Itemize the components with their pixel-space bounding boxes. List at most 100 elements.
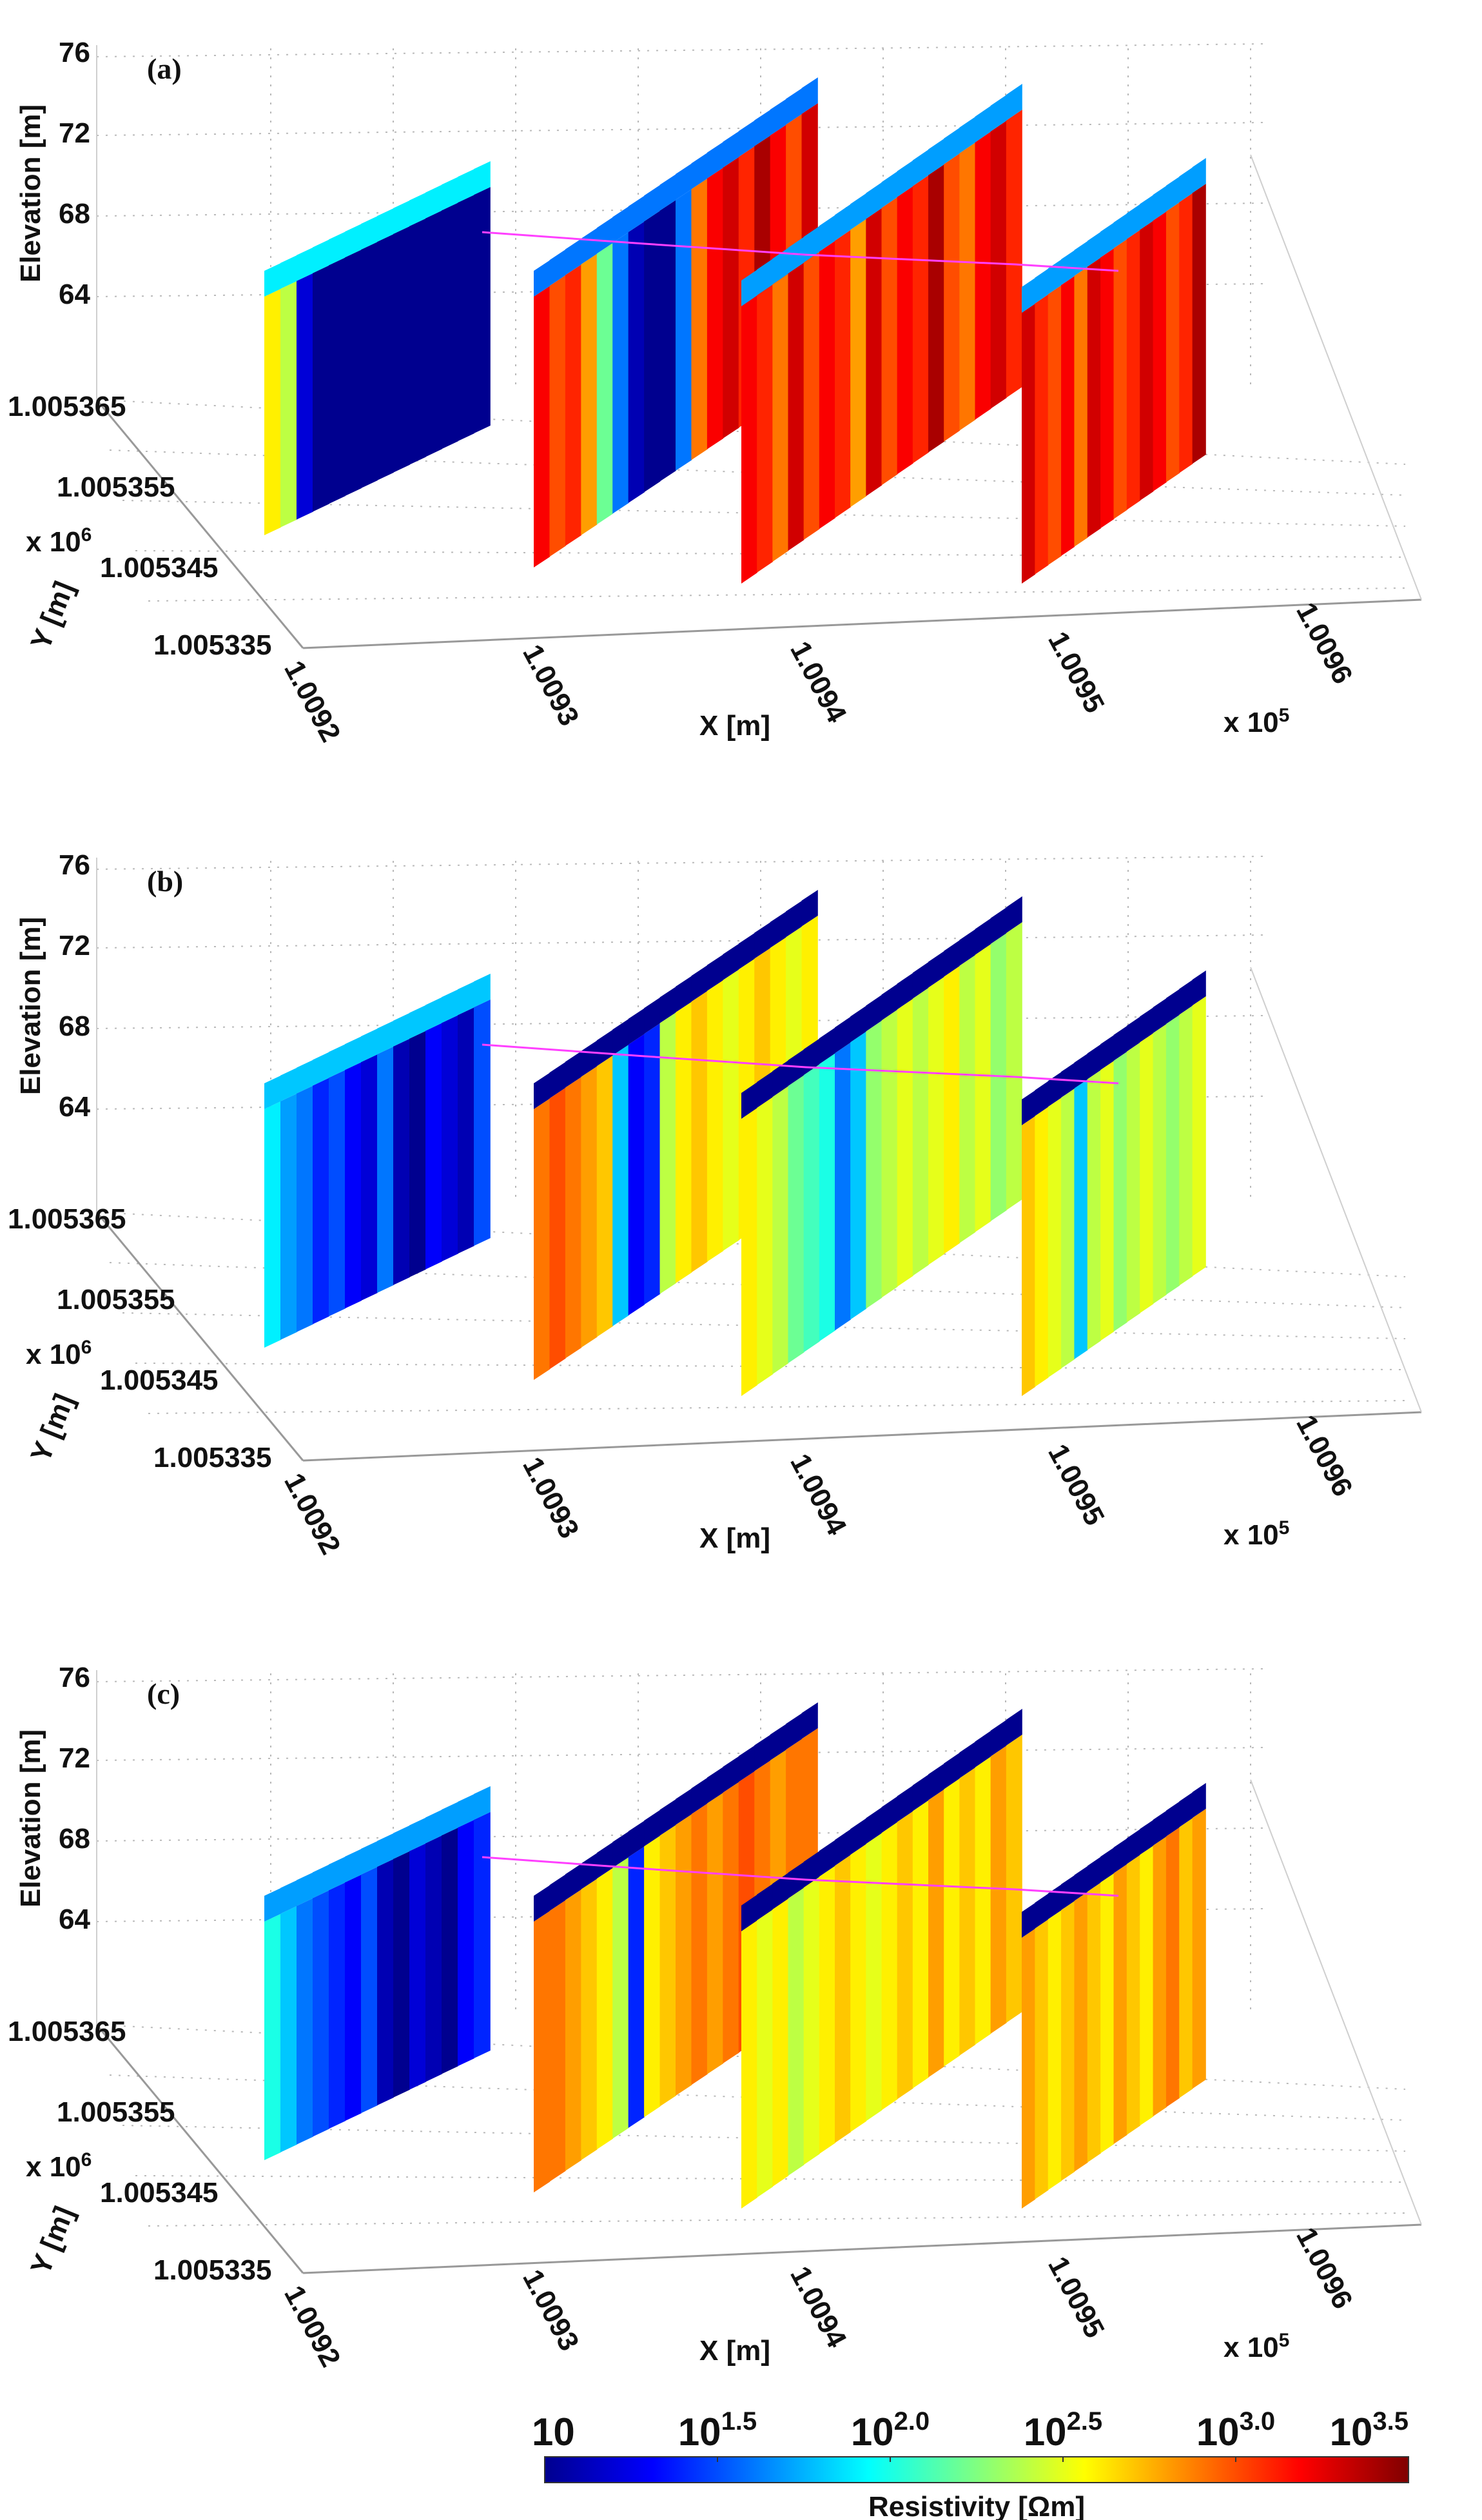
resistivity-top-cell [581, 228, 598, 264]
resistivity-column [975, 131, 991, 420]
resistivity-column [297, 1085, 313, 1332]
resistivity-top-cell [345, 1036, 362, 1070]
x-tick-label: 1.0093 [516, 1452, 585, 1544]
resistivity-column [959, 954, 976, 1243]
colorbar-tick-label: 103.0 [1196, 2407, 1275, 2454]
resistivity-top-cell [442, 989, 458, 1023]
resistivity-column [1126, 230, 1141, 510]
resistivity-top-cell [1165, 989, 1180, 1024]
resistivity-column [458, 195, 474, 442]
resistivity-top-cell [1048, 1072, 1062, 1107]
resistivity-column [990, 932, 1007, 1221]
resistivity-column [757, 284, 774, 573]
resistivity-top-cell [881, 1796, 898, 1833]
resistivity-column [707, 980, 724, 1262]
resistivity-top-cell [534, 1072, 551, 1109]
y-tick-label: 1.005365 [8, 1203, 126, 1235]
resistivity-column [280, 1093, 297, 1340]
resistivity-top-cell [1192, 1783, 1206, 1818]
resistivity-column [425, 1835, 442, 2082]
y-axis-multiplier-exponent: 6 [81, 2149, 92, 2171]
resistivity-column [912, 175, 929, 464]
resistivity-top-cell [691, 965, 708, 1002]
resistivity-top-cell [280, 1067, 297, 1101]
resistivity-top-cell [474, 161, 491, 195]
profile-link-line [482, 231, 1119, 272]
resistivity-column [881, 1822, 898, 2111]
z-tick-label: 76 [59, 1662, 90, 1693]
resistivity-top-cell [1074, 1053, 1088, 1088]
resistivity-column [928, 1789, 944, 2078]
resistivity-top-cell [1153, 185, 1167, 221]
resistivity-top-cell [280, 1880, 297, 1914]
resistivity-column [1179, 1818, 1193, 2098]
resistivity-column [1179, 193, 1193, 473]
resistivity-column [1048, 1910, 1062, 2190]
resistivity-column [835, 1042, 851, 1331]
resistivity-top-cell [835, 1016, 851, 1054]
x-axis-label: X [m] [699, 710, 770, 742]
resistivity-top-cell [897, 972, 913, 1010]
resistivity-column [644, 1835, 661, 2118]
resistivity-column [313, 265, 329, 512]
resistivity-top-cell [1022, 277, 1036, 313]
resistivity-column [819, 1053, 835, 1342]
profile-1 [264, 161, 491, 535]
y-tick-label: 1.005365 [8, 2016, 126, 2047]
resistivity-top-cell [1100, 222, 1115, 258]
resistivity-top-cell [659, 1799, 676, 1836]
y-axis-label: Y [m] [24, 577, 80, 655]
resistivity-top-cell [644, 184, 661, 222]
resistivity-top-cell [644, 1809, 661, 1847]
resistivity-top-cell [912, 961, 929, 999]
resistivity-column [393, 1038, 410, 1285]
resistivity-top-cell [772, 248, 789, 285]
resistivity-top-cell [425, 184, 442, 219]
resistivity-top-cell [928, 950, 944, 988]
profile-4 [1022, 158, 1206, 584]
resistivity-top-cell [458, 981, 474, 1016]
x-axis-multiplier-exponent: 5 [1279, 2330, 1290, 2351]
x-tick-label: 1.0095 [1042, 1439, 1110, 1531]
colorbar-tick-label: 10 [532, 2410, 575, 2454]
resistivity-column [850, 219, 867, 507]
x-tick-label: 1.0092 [278, 656, 346, 747]
resistivity-top-cell [741, 1082, 757, 1119]
resistivity-column [612, 1857, 629, 2139]
z-tick-label: 72 [59, 117, 90, 149]
resistivity-top-cell [990, 1719, 1007, 1757]
resistivity-top-cell [944, 1752, 960, 1789]
resistivity-column [1153, 211, 1167, 492]
resistivity-column [975, 1756, 991, 2045]
resistivity-top-cell [425, 1809, 442, 1844]
resistivity-column [1074, 266, 1088, 547]
resistivity-top-cell [1126, 204, 1141, 239]
resistivity-top-cell [786, 88, 803, 125]
resistivity-column [1035, 294, 1049, 575]
resistivity-column [409, 218, 426, 465]
resistivity-top-cell [659, 987, 676, 1023]
resistivity-column [377, 1858, 394, 2105]
resistivity-top-cell [345, 224, 362, 258]
resistivity-column [409, 1030, 426, 1277]
resistivity-top-cell [1006, 84, 1022, 121]
resistivity-column [707, 1793, 724, 2074]
resistivity-column [1165, 202, 1180, 482]
x-tick-label: 1.0096 [1290, 598, 1358, 689]
floor-gridline [148, 1400, 1406, 1414]
resistivity-top-cell [1074, 241, 1088, 276]
resistivity-top-cell [565, 1051, 582, 1088]
resistivity-column [959, 142, 976, 431]
resistivity-column [1140, 1033, 1154, 1314]
resistivity-column [1126, 1042, 1141, 1323]
x-tick-label: 1.0093 [516, 640, 585, 731]
resistivity-column [881, 197, 898, 486]
x-tick-label: 1.0094 [784, 1449, 853, 1541]
x-tick-label: 1.0095 [1042, 627, 1110, 718]
resistivity-top-cell [676, 163, 692, 200]
colorbar-tick-label: 101.5 [678, 2407, 757, 2454]
resistivity-column [866, 1020, 882, 1309]
z-axis-label: Elevation [m] [15, 1729, 46, 1907]
resistivity-top-cell [458, 1794, 474, 1828]
z-tick-label: 76 [59, 37, 90, 68]
